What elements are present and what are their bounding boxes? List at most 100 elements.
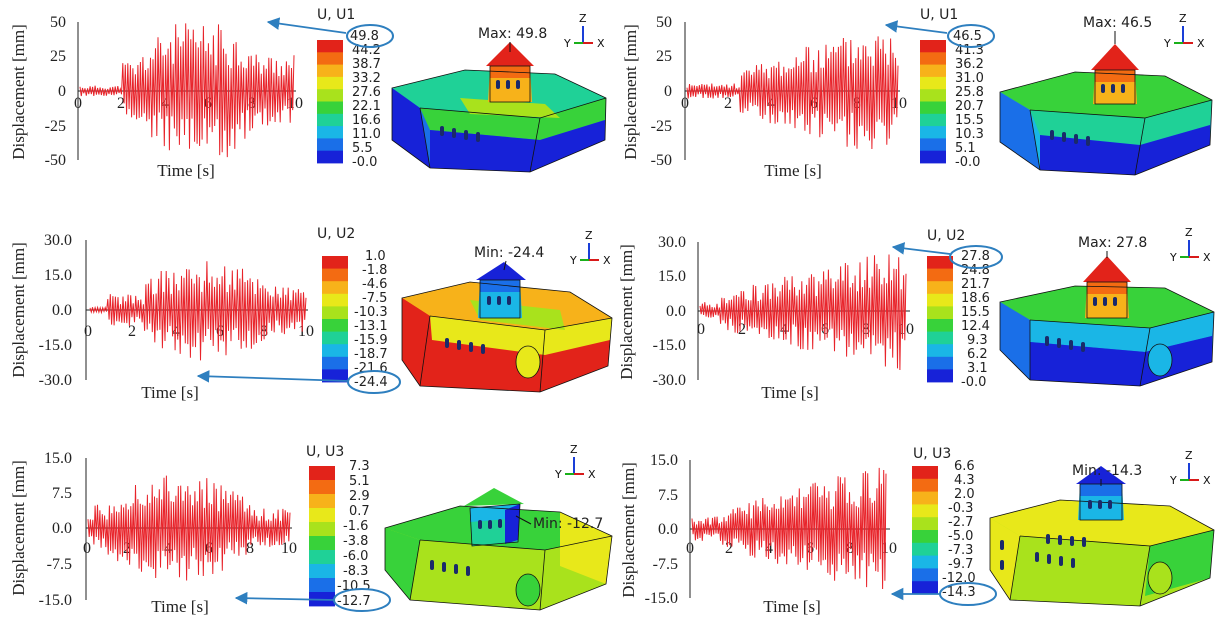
legend-value: 46.5 [953, 29, 982, 44]
x-axis-label: Time [s] [157, 161, 214, 180]
color-scale-swatch [322, 281, 348, 295]
y-tick-label: -30.0 [653, 372, 686, 389]
color-scale-swatch [912, 478, 938, 492]
color-scale-swatch [927, 256, 953, 269]
legend-value: -15.9 [354, 333, 388, 348]
legend-value: -0.3 [948, 501, 973, 516]
color-scale-swatch [912, 568, 938, 582]
y-tick-label: 0.0 [666, 303, 686, 320]
legend-value: 2.9 [349, 489, 370, 504]
triad-x-label: X [597, 37, 605, 50]
color-legend: U, U1 46.5 41.3 36.2 31.0 25.8 20.7 15.5… [884, 7, 995, 170]
legend-value: 16.6 [352, 113, 381, 128]
legend-value: -1.8 [362, 263, 387, 278]
displacement-signal [699, 254, 907, 371]
color-scale-swatch [912, 491, 938, 505]
legend-value: -0.0 [955, 155, 980, 170]
triad-y-label: Y [554, 468, 562, 481]
axis-triad: Z Y X [569, 229, 611, 267]
legend-value: -9.7 [948, 557, 973, 572]
color-scale-swatch [317, 150, 343, 164]
color-scale-swatch [322, 369, 348, 383]
color-scale-swatch [927, 356, 953, 370]
legend-value: 15.5 [961, 305, 990, 320]
color-scale-swatch [317, 52, 343, 65]
color-scale-swatch [317, 101, 343, 115]
color-legend: U, U3 7.3 5.1 2.9 0.7 -1.6 -3.8 -6.0 -8.… [234, 444, 391, 612]
color-scale-swatch [912, 466, 938, 480]
highlight-ellipse [346, 24, 394, 48]
highlight-ellipse [947, 24, 995, 48]
legend-value: 1.0 [365, 249, 386, 264]
color-scale-swatch [309, 536, 335, 551]
triad-y-label: Y [1163, 37, 1171, 50]
legend-value: 10.3 [955, 127, 984, 142]
extreme-value-annotation: Max: 27.8 [1078, 235, 1147, 251]
legend-value: 2.0 [954, 487, 975, 502]
legend-title: U, U2 [317, 226, 355, 242]
displacement-signal [89, 261, 307, 361]
color-scale-swatch [912, 581, 938, 595]
time-history-plot: Displacement [mm] 15.0 7.5 0.0 -7.5 -15.… [9, 450, 297, 616]
x-tick-label: 10 [298, 323, 314, 340]
color-scale-swatch [322, 256, 348, 269]
color-scale-swatch [920, 64, 946, 78]
color-scale-swatch [920, 76, 946, 90]
legend-value: 6.6 [954, 459, 975, 474]
y-tick-label: 15.0 [44, 450, 72, 467]
color-scale-swatch [920, 138, 946, 152]
legend-title: U, U2 [927, 228, 965, 244]
color-scale-swatch [317, 138, 343, 152]
legend-value: -4.6 [362, 277, 387, 292]
color-scale-swatch [912, 504, 938, 518]
x-tick-label: 0 [83, 540, 91, 557]
legend-value: 12.4 [961, 319, 990, 334]
color-scale-swatch [322, 344, 348, 358]
triad-z-label: Z [1185, 449, 1193, 462]
extreme-value-annotation: Min: -12.7 [533, 516, 603, 532]
x-tick-label: 2 [725, 540, 733, 557]
color-scale-swatch [920, 40, 946, 53]
y-tick-label: -25 [651, 118, 672, 135]
extreme-value-annotation: Max: 46.5 [1083, 15, 1152, 31]
color-scale-swatch [317, 64, 343, 78]
y-axis-label: Displacement [mm] [617, 244, 636, 380]
y-tick-label: -25 [45, 118, 66, 135]
color-scale-swatch [912, 517, 938, 531]
x-tick-label: 6 [216, 323, 224, 340]
x-tick-label: 0 [681, 95, 689, 112]
color-scale-swatch [309, 550, 335, 565]
color-scale-swatch [927, 369, 953, 383]
y-tick-label: -7.5 [47, 556, 72, 573]
legend-title: U, U3 [306, 444, 344, 460]
legend-value: -8.3 [343, 564, 368, 579]
callout-arrow [266, 17, 347, 34]
legend-value: 5.1 [955, 141, 976, 156]
x-tick-label: 2 [128, 323, 136, 340]
y-tick-label: 15.0 [44, 267, 72, 284]
x-tick-label: 6 [205, 540, 213, 557]
y-axis-label: Displacement [mm] [9, 24, 28, 160]
triad-y-label: Y [1169, 474, 1177, 487]
building-model: Max: 46.5 [999, 15, 1213, 176]
legend-value: 27.6 [352, 85, 381, 100]
legend-value: -10.3 [354, 305, 388, 320]
x-tick-label: 0 [74, 95, 82, 112]
displacement-signal [79, 23, 295, 158]
time-history-plot: Displacement [mm] 30.0 15.0 0.0 -15.0 -3… [9, 232, 314, 402]
color-scale-swatch [309, 508, 335, 523]
x-tick-label: 4 [172, 323, 180, 340]
color-scale-bar [317, 40, 343, 164]
x-axis-label: Time [s] [763, 597, 820, 616]
triad-x-label: X [603, 254, 611, 267]
color-scale-bar [309, 466, 335, 607]
color-scale-swatch [920, 89, 946, 102]
y-tick-label: -15.0 [39, 337, 72, 354]
y-tick-label: 15.0 [658, 268, 686, 285]
triad-x-label: X [1197, 37, 1205, 50]
building-model: Max: 27.8 [999, 235, 1215, 387]
legend-value: -14.3 [942, 585, 976, 600]
y-tick-label: 50 [50, 14, 66, 31]
x-tick-label: 10 [891, 95, 907, 112]
